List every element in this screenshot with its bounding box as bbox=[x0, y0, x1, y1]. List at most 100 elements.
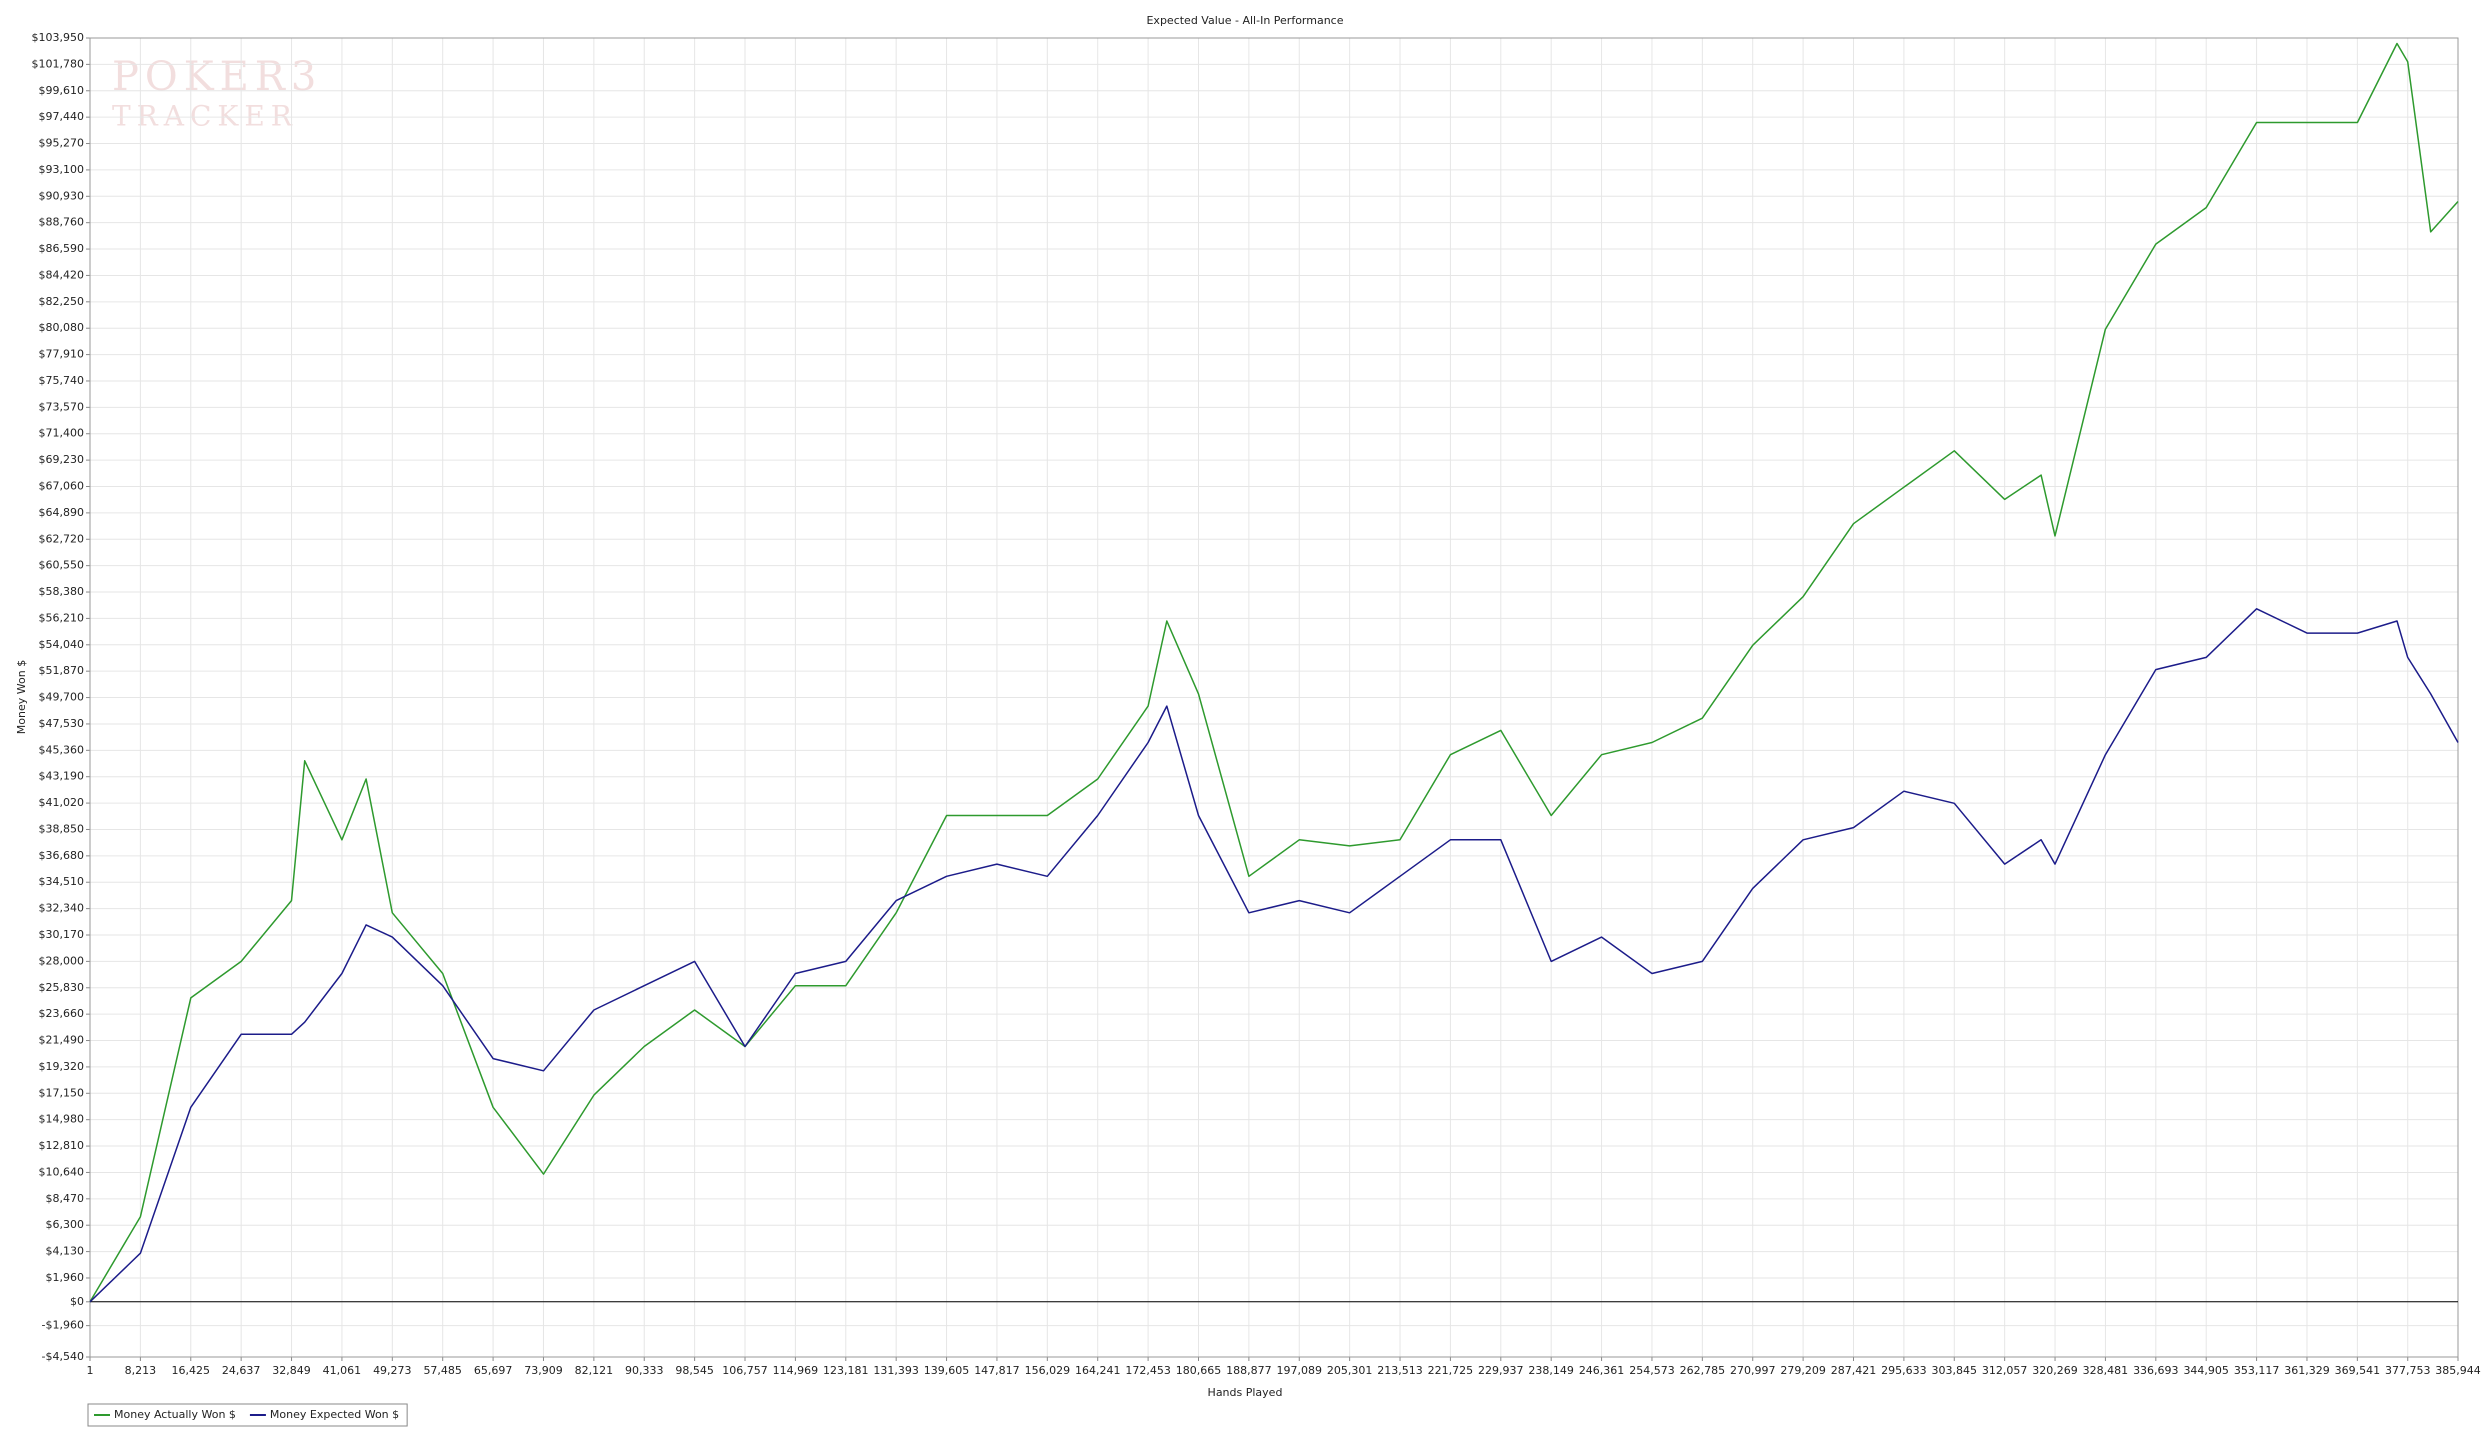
x-tick-label: 287,421 bbox=[1831, 1364, 1877, 1377]
x-tick-label: 246,361 bbox=[1579, 1364, 1625, 1377]
y-tick-label: $32,340 bbox=[39, 902, 85, 915]
y-tick-label: $25,830 bbox=[39, 981, 85, 994]
y-tick-label: $17,150 bbox=[39, 1086, 85, 1099]
watermark: POKER3 bbox=[112, 54, 322, 100]
y-tick-label: -$4,540 bbox=[42, 1350, 84, 1363]
x-tick-label: 73,909 bbox=[524, 1364, 563, 1377]
y-tick-label: $34,510 bbox=[39, 875, 85, 888]
y-tick-label: $36,680 bbox=[39, 849, 85, 862]
y-tick-label: $28,000 bbox=[39, 954, 85, 967]
series-line bbox=[89, 42, 2459, 1303]
y-tick-label: $62,720 bbox=[39, 532, 85, 545]
x-tick-label: 312,057 bbox=[1982, 1364, 2028, 1377]
y-tick-label: $69,230 bbox=[39, 453, 85, 466]
y-tick-label: $8,470 bbox=[46, 1192, 85, 1205]
y-tick-label: $1,960 bbox=[46, 1271, 85, 1284]
x-tick-label: 353,117 bbox=[2234, 1364, 2280, 1377]
legend: Money Actually Won $ Money Expected Won $ bbox=[87, 1403, 408, 1427]
y-tick-label: $14,980 bbox=[39, 1113, 85, 1126]
y-tick-label: $45,360 bbox=[39, 743, 85, 756]
y-tick-label: $71,400 bbox=[39, 427, 85, 440]
chart-title: Expected Value - All-In Performance bbox=[1146, 14, 1343, 27]
y-tick-label: $82,250 bbox=[39, 295, 85, 308]
y-tick-label: $6,300 bbox=[46, 1218, 85, 1231]
y-tick-label: $56,210 bbox=[39, 611, 85, 624]
x-tick-label: 188,877 bbox=[1226, 1364, 1272, 1377]
x-tick-label: 254,573 bbox=[1629, 1364, 1675, 1377]
plot-frame bbox=[89, 37, 2459, 1358]
x-tick-label: 156,029 bbox=[1025, 1364, 1071, 1377]
y-tick-label: $103,950 bbox=[32, 31, 85, 44]
y-tick-label: $12,810 bbox=[39, 1139, 85, 1152]
x-tick-label: 24,637 bbox=[222, 1364, 261, 1377]
x-tick-label: 361,329 bbox=[2284, 1364, 2330, 1377]
x-tick-label: 262,785 bbox=[1680, 1364, 1726, 1377]
y-tick-label: $75,740 bbox=[39, 374, 85, 387]
y-tick-label: $101,780 bbox=[32, 57, 85, 70]
y-tick-label: $67,060 bbox=[39, 480, 85, 493]
x-tick-label: 213,513 bbox=[1377, 1364, 1423, 1377]
x-tick-label: 336,693 bbox=[2133, 1364, 2179, 1377]
series-line bbox=[89, 608, 2459, 1303]
x-tick-label: 49,273 bbox=[373, 1364, 412, 1377]
x-tick-label: 82,121 bbox=[575, 1364, 614, 1377]
y-tick-label: $86,590 bbox=[39, 242, 85, 255]
x-tick-label: 32,849 bbox=[272, 1364, 311, 1377]
y-tick-label: $90,930 bbox=[39, 189, 85, 202]
x-tick-label: 90,333 bbox=[625, 1364, 664, 1377]
x-tick-label: 16,425 bbox=[172, 1364, 211, 1377]
x-tick-label: 369,541 bbox=[2335, 1364, 2381, 1377]
y-tick-label: $23,660 bbox=[39, 1007, 85, 1020]
y-tick-label: $84,420 bbox=[39, 268, 85, 281]
y-tick-label: $49,700 bbox=[39, 691, 85, 704]
x-tick-label: 8,213 bbox=[125, 1364, 157, 1377]
x-tick-label: 197,089 bbox=[1277, 1364, 1323, 1377]
x-tick-label: 229,937 bbox=[1478, 1364, 1524, 1377]
x-tick-label: 57,485 bbox=[423, 1364, 462, 1377]
x-tick-label: 114,969 bbox=[773, 1364, 819, 1377]
x-tick-label: 377,753 bbox=[2385, 1364, 2431, 1377]
y-tick-label: $30,170 bbox=[39, 928, 85, 941]
x-tick-label: 279,209 bbox=[1780, 1364, 1826, 1377]
x-tick-label: 65,697 bbox=[474, 1364, 513, 1377]
y-tick-label: $4,130 bbox=[46, 1245, 85, 1258]
y-tick-label: $21,490 bbox=[39, 1034, 85, 1047]
legend-label: Money Actually Won $ bbox=[114, 1408, 236, 1421]
x-tick-label: 385,944 bbox=[2435, 1364, 2481, 1377]
y-tick-label: $73,570 bbox=[39, 400, 85, 413]
x-tick-label: 295,633 bbox=[1881, 1364, 1927, 1377]
y-tick-label: $64,890 bbox=[39, 506, 85, 519]
y-tick-label: $47,530 bbox=[39, 717, 85, 730]
x-tick-label: 164,241 bbox=[1075, 1364, 1121, 1377]
x-tick-label: 180,665 bbox=[1176, 1364, 1222, 1377]
x-tick-label: 205,301 bbox=[1327, 1364, 1373, 1377]
x-tick-label: 139,605 bbox=[924, 1364, 970, 1377]
x-tick-label: 123,181 bbox=[823, 1364, 869, 1377]
y-tick-label: $60,550 bbox=[39, 559, 85, 572]
x-tick-label: 238,149 bbox=[1528, 1364, 1574, 1377]
y-tick-label: $58,380 bbox=[39, 585, 85, 598]
y-tick-label: $51,870 bbox=[39, 664, 85, 677]
x-tick-label: 303,845 bbox=[1932, 1364, 1978, 1377]
x-tick-label: 344,905 bbox=[2183, 1364, 2229, 1377]
y-axis-label: Money Won $ bbox=[15, 660, 28, 734]
x-tick-label: 1 bbox=[87, 1364, 94, 1377]
watermark: TRACKER bbox=[112, 100, 298, 133]
y-tick-label: $43,190 bbox=[39, 770, 85, 783]
x-tick-label: 270,997 bbox=[1730, 1364, 1776, 1377]
y-tick-label: $41,020 bbox=[39, 796, 85, 809]
legend-box bbox=[87, 1403, 408, 1427]
y-tick-label: $93,100 bbox=[39, 163, 85, 176]
y-tick-label: $95,270 bbox=[39, 137, 85, 150]
x-tick-label: 320,269 bbox=[2032, 1364, 2078, 1377]
x-tick-label: 106,757 bbox=[722, 1364, 768, 1377]
x-tick-label: 328,481 bbox=[2083, 1364, 2129, 1377]
y-tick-label: $54,040 bbox=[39, 638, 85, 651]
y-tick-label: $0 bbox=[70, 1295, 84, 1308]
y-tick-label: $38,850 bbox=[39, 822, 85, 835]
legend-label: Money Expected Won $ bbox=[270, 1408, 399, 1421]
x-tick-label: 131,393 bbox=[873, 1364, 919, 1377]
x-tick-label: 147,817 bbox=[974, 1364, 1020, 1377]
y-tick-label: $88,760 bbox=[39, 216, 85, 229]
